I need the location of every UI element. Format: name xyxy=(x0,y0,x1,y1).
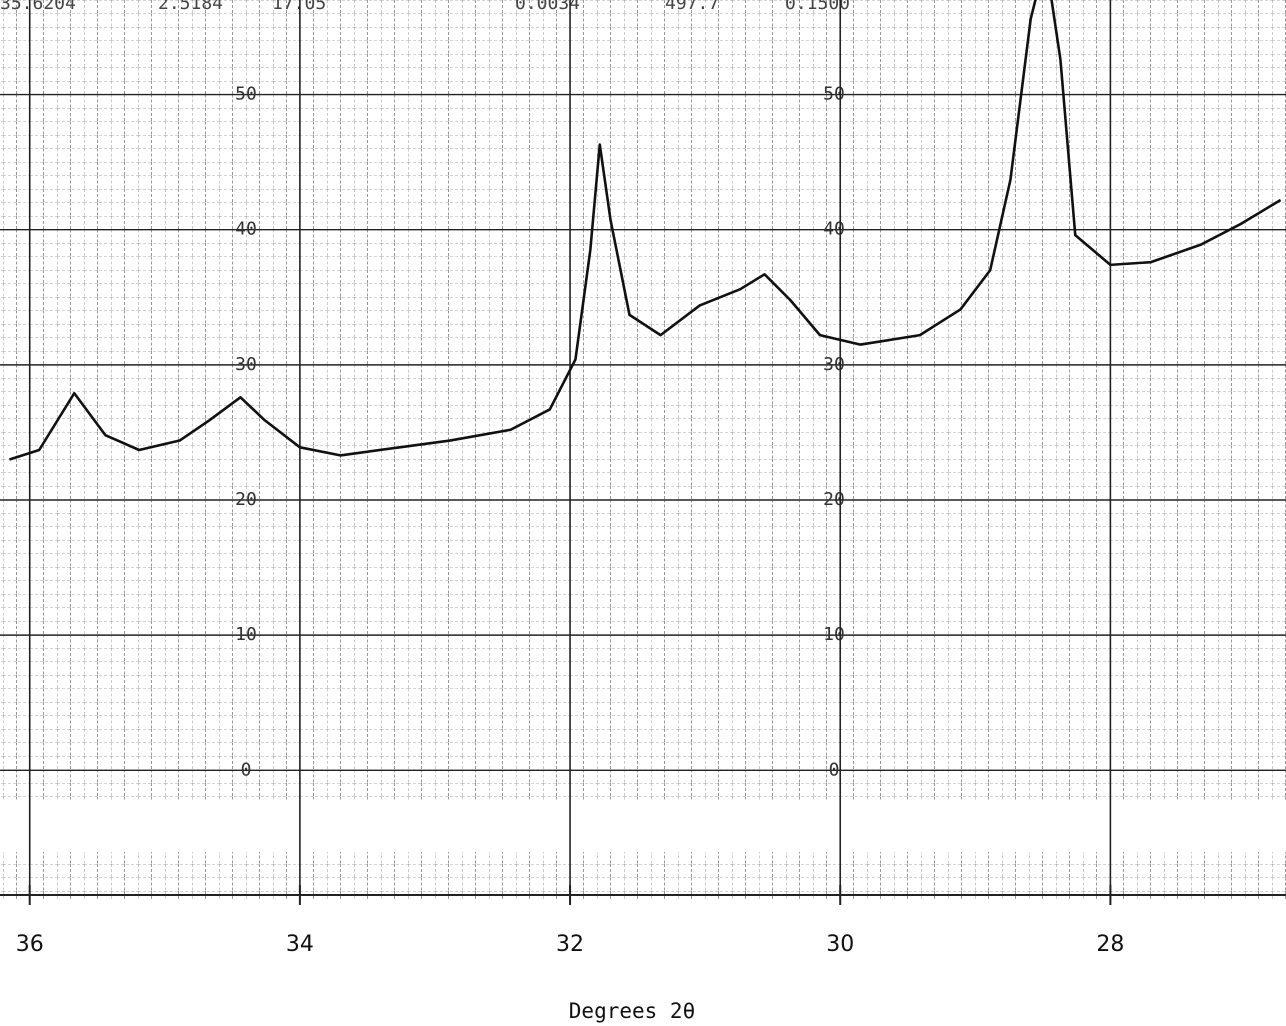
y-tick-label: 50 xyxy=(823,84,845,105)
y-tick-label: 40 xyxy=(823,219,845,240)
marker-strip xyxy=(0,800,1286,852)
y-tick-label: 20 xyxy=(823,489,845,510)
line-series xyxy=(9,0,1282,461)
x-tick-label: 30 xyxy=(826,932,854,957)
y-tick-label: 40 xyxy=(235,219,257,240)
x-tick-label: 36 xyxy=(16,932,44,957)
y-tick-label: 50 xyxy=(235,84,257,105)
x-tick-label: 32 xyxy=(556,932,584,957)
chart-paper xyxy=(0,0,1286,900)
y-tick-label: 10 xyxy=(235,624,257,645)
x-tick-label: 34 xyxy=(286,932,314,957)
plot-area xyxy=(9,0,1282,461)
y-tick-label: 10 xyxy=(823,624,845,645)
x-axis-label: Degrees 2θ xyxy=(569,999,695,1023)
y-tick-label: 0 xyxy=(829,759,840,780)
header-value: 0.0034 xyxy=(515,0,580,14)
x-tick-label: 28 xyxy=(1096,932,1124,957)
y-tick-label: 20 xyxy=(235,489,257,510)
y-tick-label: 30 xyxy=(235,354,257,375)
header-value: 2.5184 xyxy=(158,0,223,14)
y-tick-label: 0 xyxy=(241,759,252,780)
y-tick-label: 30 xyxy=(823,354,845,375)
header-value: 497.7 xyxy=(665,0,719,14)
header-value: 35.6204 xyxy=(0,0,76,14)
header-value: 0.1500 xyxy=(785,0,850,14)
